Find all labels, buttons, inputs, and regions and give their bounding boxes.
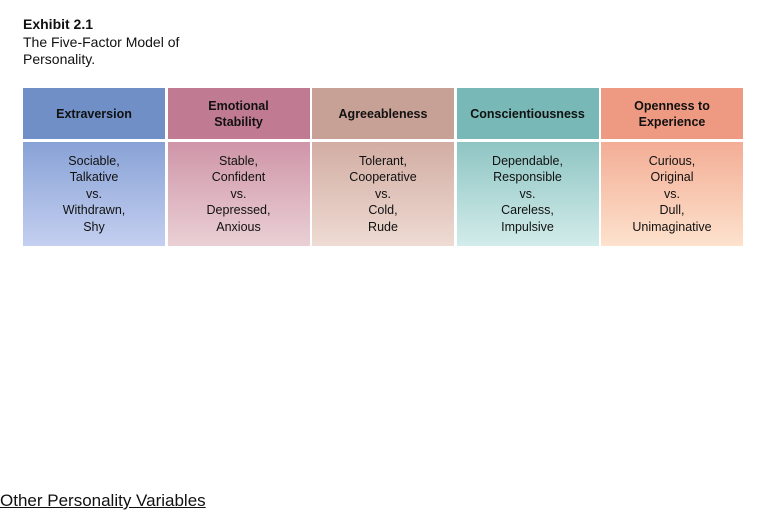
- trait-column: Emotional Stability Stable, Confident vs. De…: [167, 88, 310, 246]
- trait-header: Emotional Stability: [167, 88, 310, 139]
- trait-descriptor: Rude: [368, 219, 398, 234]
- other-personality-variables-link[interactable]: Other Personality Variables: [0, 491, 206, 510]
- trait-descriptor: Shy: [83, 219, 105, 234]
- trait-descriptor: Tolerant,: [359, 153, 407, 168]
- trait-descriptor: Talkative: [69, 170, 119, 185]
- trait-descriptor: Cooperative: [349, 170, 417, 185]
- trait-description-cell: Stable, Confident vs. Depressed, Anxious: [167, 142, 310, 246]
- trait-descriptor: Confident: [211, 170, 266, 185]
- trait-description-cell: Sociable, Talkative vs. Withdrawn, Shy: [23, 142, 165, 246]
- trait-descriptor: Curious,: [648, 153, 696, 168]
- trait-column: Openness to Experience Curious, Original vs…: [601, 88, 743, 246]
- trait-descriptor: Stable,: [219, 153, 258, 168]
- trait-descriptor: Unimaginative: [632, 219, 712, 234]
- trait-descriptor: vs.: [86, 186, 102, 201]
- trait-header: Agreeableness: [312, 88, 454, 139]
- trait-header: Openness to Experience: [601, 88, 743, 139]
- trait-description-cell: Dependable, Responsible vs. Careless, Impuls…: [456, 142, 599, 246]
- trait-description-cell: Tolerant, Cooperative vs. Cold, Rude: [312, 142, 454, 246]
- trait-header: Conscientiousness: [456, 88, 599, 139]
- trait-descriptor: Depressed,: [206, 203, 271, 218]
- trait-descriptor: vs.: [375, 186, 391, 201]
- trait-descriptor: Original: [650, 170, 694, 185]
- trait-header: Extraversion: [23, 88, 165, 139]
- trait-descriptor: Responsible: [493, 170, 562, 185]
- trait-description-cell: Curious, Original vs. Dull, Unimaginative: [601, 142, 743, 246]
- trait-descriptor: vs.: [664, 186, 680, 201]
- trait-descriptor: Impulsive: [501, 219, 554, 234]
- trait-descriptor: Careless,: [501, 203, 554, 218]
- trait-descriptor: Withdrawn,: [62, 203, 126, 218]
- trait-descriptor: Anxious: [216, 219, 261, 234]
- trait-descriptor: Sociable,: [68, 153, 120, 168]
- trait-descriptor: Dull,: [659, 203, 685, 218]
- exhibit-caption: The Five-Factor Model of Personality.: [23, 34, 180, 67]
- trait-descriptor: vs.: [230, 186, 247, 201]
- trait-descriptor: Cold,: [368, 203, 398, 218]
- five-factor-table: Extraversion Sociable, Talkative vs. Withdra…: [23, 88, 743, 246]
- trait-column: Conscientiousness Dependable, Responsible v…: [456, 88, 599, 246]
- trait-column: Extraversion Sociable, Talkative vs. Withdra…: [23, 88, 165, 246]
- exhibit-label: Exhibit 2.1: [23, 16, 94, 32]
- trait-descriptor: Dependable,: [492, 153, 563, 168]
- trait-column: Agreeableness Tolerant, Cooperative vs. Cold…: [312, 88, 454, 246]
- trait-descriptor: vs.: [519, 186, 536, 201]
